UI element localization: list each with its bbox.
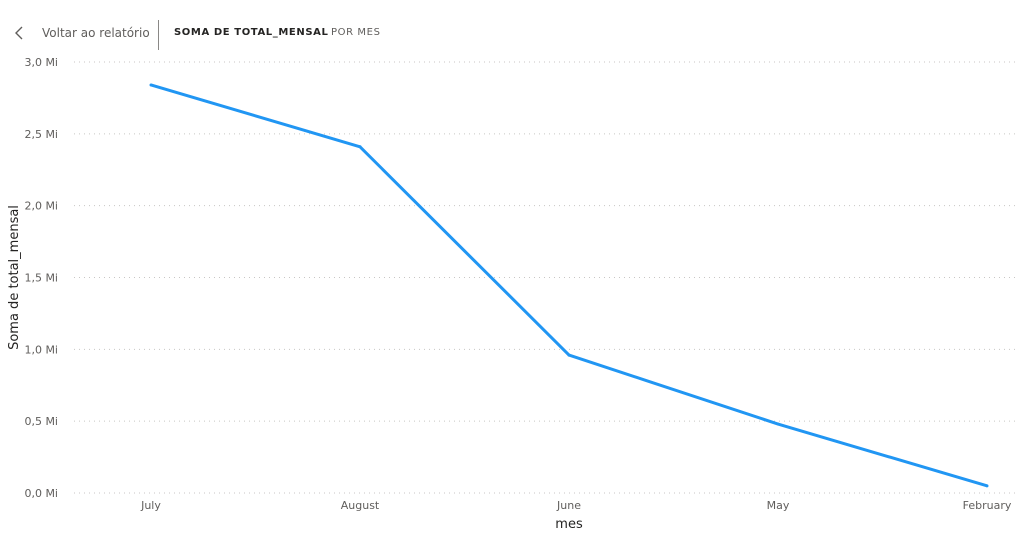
data-point[interactable] [358,145,362,149]
series-line [150,83,988,488]
y-tick-label: 2,5 Mi [24,128,58,141]
back-to-report-label: Voltar ao relatório [42,26,150,40]
toolbar-divider [158,20,159,50]
toolbar: Voltar ao relatório SOMA DE TOTAL_MENSAL… [0,0,1023,62]
gridlines [74,61,1019,494]
y-tick-label: 1,0 Mi [24,343,58,356]
y-tick-label: 2,0 Mi [24,200,58,213]
y-tick-label: 0,0 Mi [24,487,58,500]
x-tick-label: May [767,499,790,512]
tab-soma-de-total-mensal[interactable]: SOMA DE TOTAL_MENSAL [174,27,329,38]
x-tick-label: June [556,499,581,512]
x-axis-ticks: July August June May February [140,499,1012,512]
x-axis-title: mes [555,517,583,532]
data-point[interactable] [776,422,780,426]
y-tick-label: 3,0 Mi [24,56,58,69]
y-axis-title: Soma de total_mensal [7,205,22,350]
y-tick-label: 1,5 Mi [24,272,58,285]
y-axis-ticks: 0,0 Mi 0,5 Mi 1,0 Mi 1,5 Mi 2,0 Mi 2,5 Mi 3,0 … [24,56,58,500]
chevron-left-icon [12,25,28,41]
data-point[interactable] [985,484,989,488]
x-tick-label: August [341,499,380,512]
data-point[interactable] [567,353,571,357]
back-to-report-button[interactable]: Voltar ao relatório [12,20,150,46]
x-tick-label: July [140,499,161,512]
x-tick-label: February [963,499,1012,512]
data-point[interactable] [149,83,153,87]
series-layer [149,83,989,488]
y-tick-label: 0,5 Mi [24,415,58,428]
tab-por-mes[interactable]: POR MES [331,27,381,38]
